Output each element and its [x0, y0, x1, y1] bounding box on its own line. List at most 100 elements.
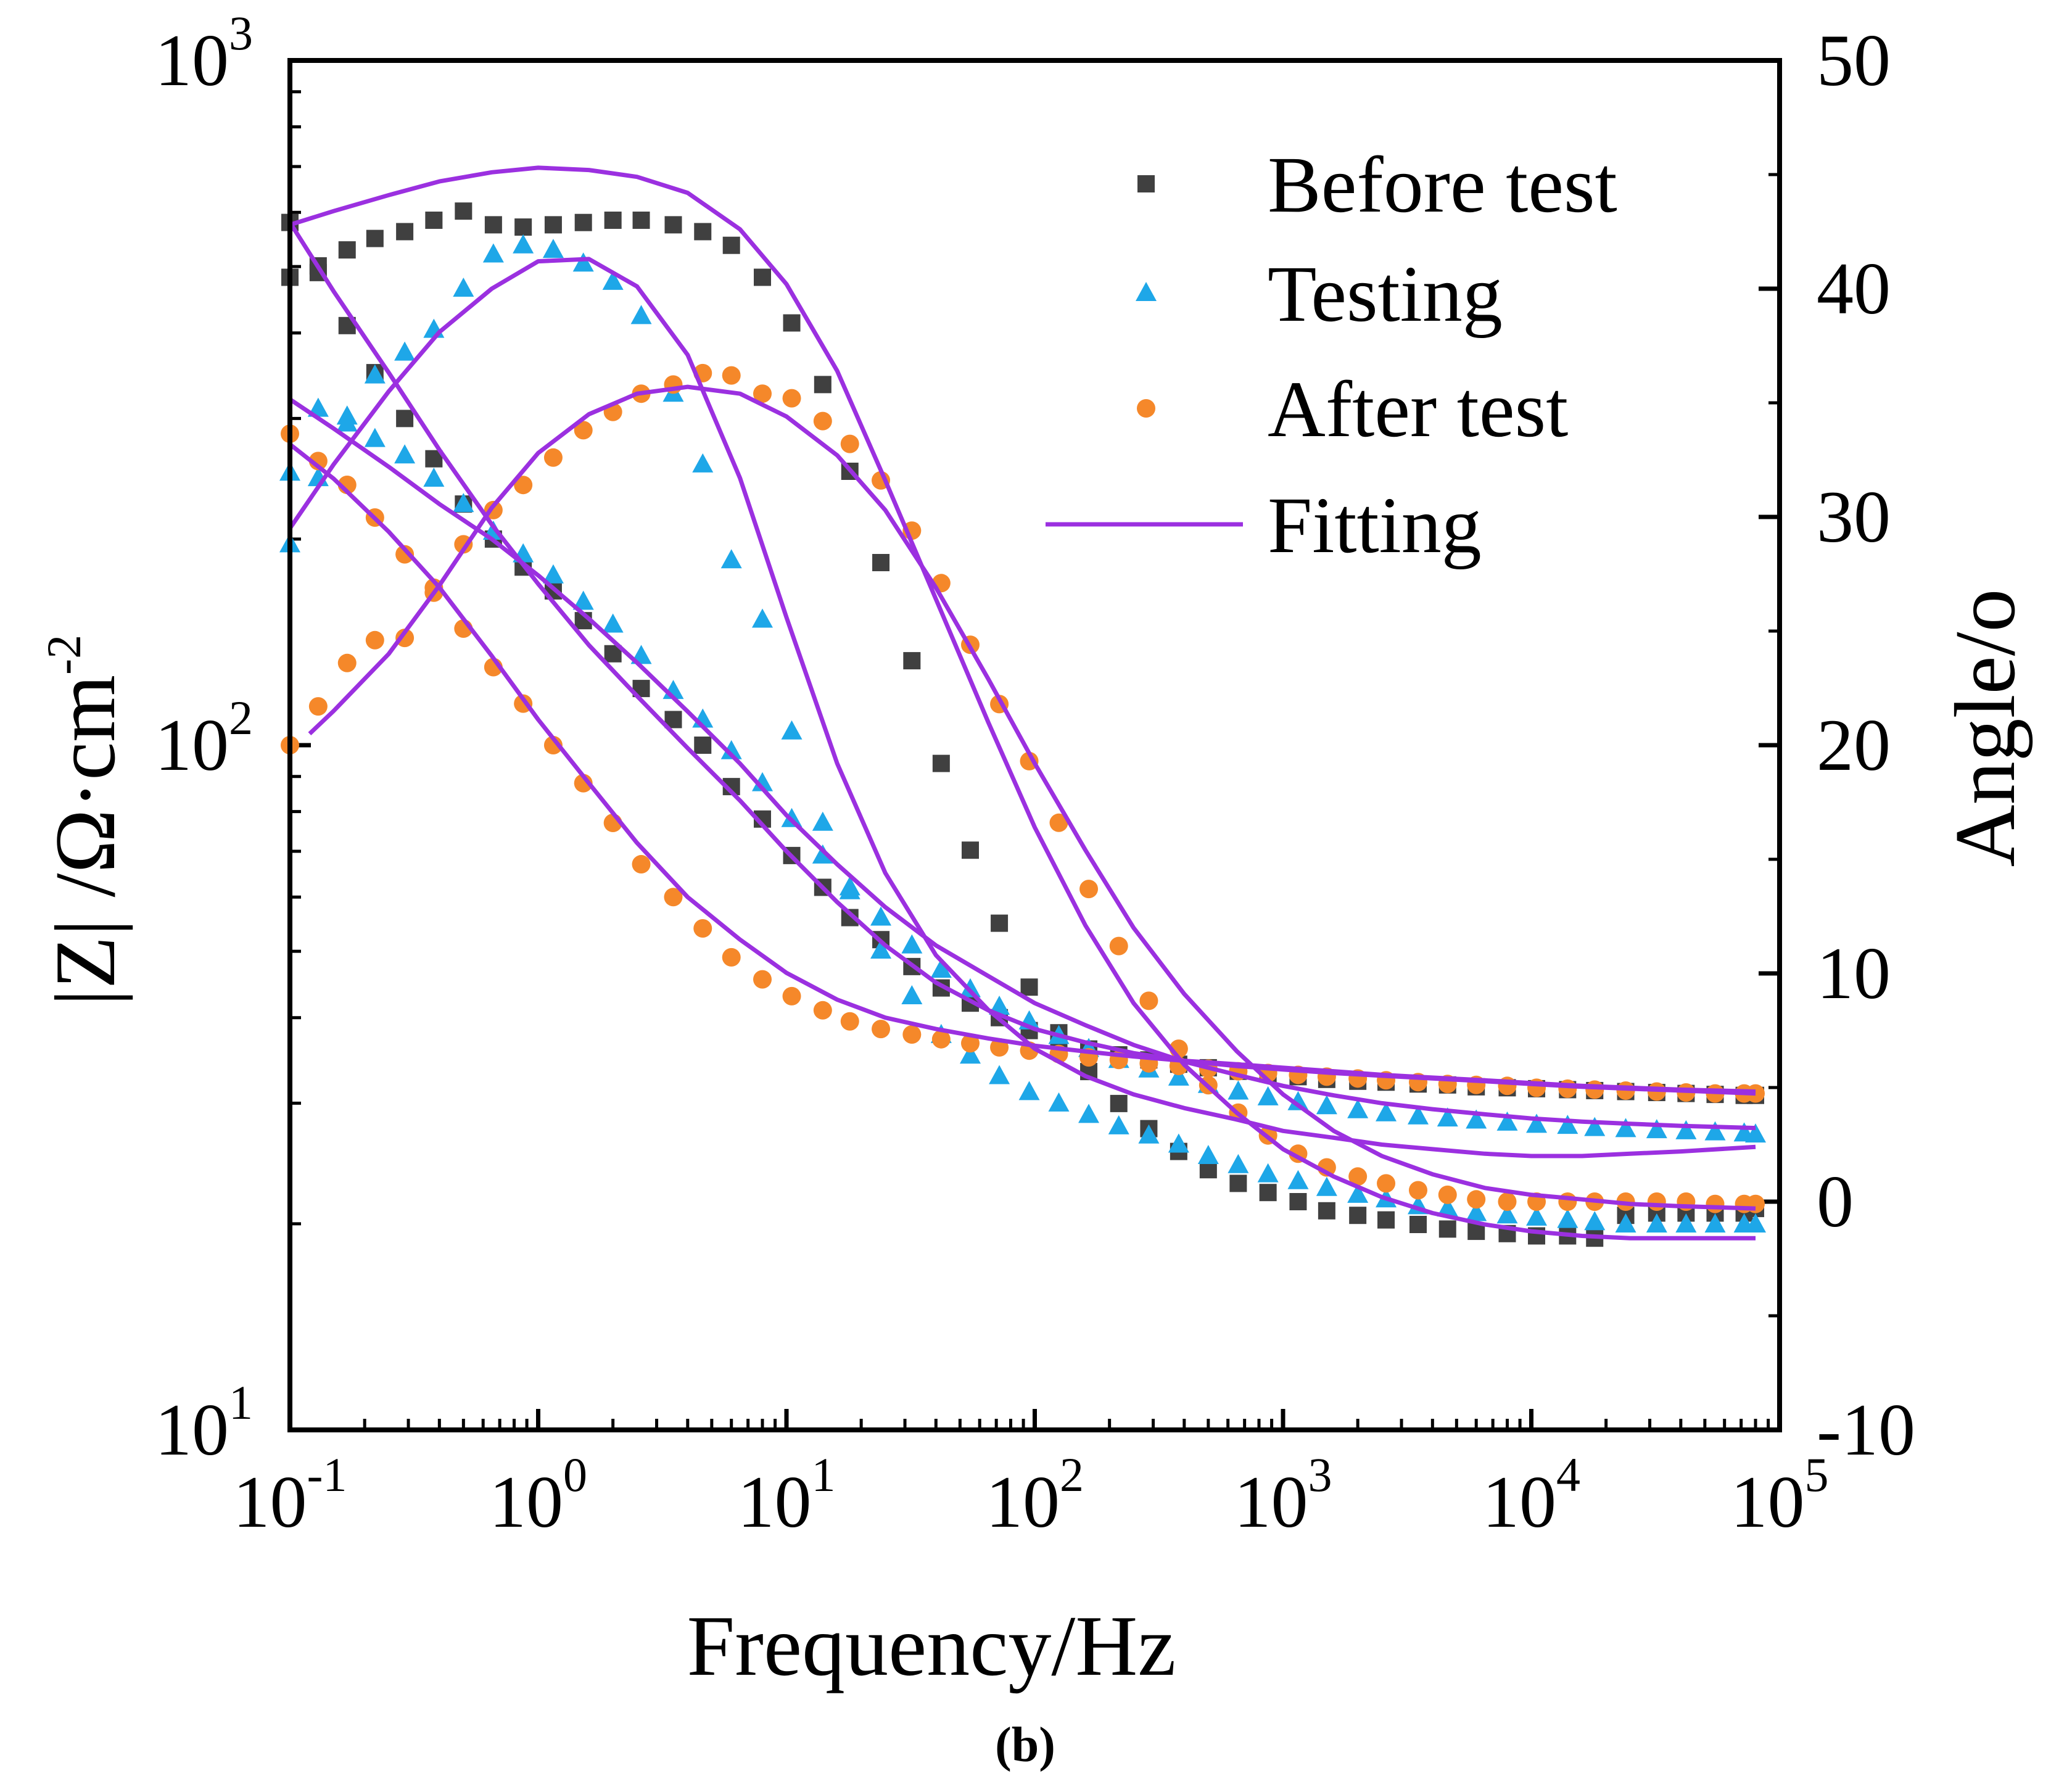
triangle-marker [513, 234, 534, 254]
triangle-marker [692, 453, 714, 473]
triangle-marker [1704, 1213, 1726, 1233]
square-marker [1318, 1202, 1335, 1220]
triangle-marker [1138, 1124, 1160, 1144]
triangle-marker [1347, 1183, 1369, 1203]
triangle-marker [930, 958, 952, 978]
y-left-tick-base: 10 [155, 704, 229, 786]
triangle-marker [751, 772, 773, 791]
triangle-marker [1557, 1115, 1578, 1134]
circle-marker [813, 411, 832, 431]
circle-marker [1438, 1185, 1457, 1204]
circle-marker [1558, 1079, 1577, 1098]
triangle-marker [364, 427, 386, 447]
triangle-marker [1615, 1118, 1636, 1138]
triangle-marker [1108, 1115, 1129, 1134]
triangle-marker [1078, 1104, 1100, 1123]
square-marker [961, 841, 979, 859]
x-tick-exp: 3 [1308, 1448, 1332, 1501]
series-fitting-after-test-angle [308, 384, 1756, 1211]
y-right-tick-label: 10 [1817, 932, 1891, 1014]
triangle-marker [307, 397, 329, 417]
triangle-marker [336, 405, 358, 425]
x-tick-label: 105 [1731, 1448, 1829, 1543]
square-marker [455, 202, 473, 220]
x-tick-base: 10 [1234, 1461, 1308, 1543]
square-marker [1349, 1207, 1367, 1224]
circle-marker [1498, 1192, 1517, 1211]
triangle-marker [602, 270, 624, 290]
y-left-tick-exp: 3 [229, 6, 253, 60]
x-tick-base: 10 [1482, 1461, 1556, 1543]
square-marker [1438, 1220, 1456, 1238]
circle-marker [840, 434, 859, 453]
series-fitting-before-test-angle [289, 165, 1756, 1241]
circle-marker [1377, 1174, 1396, 1193]
square-marker [903, 652, 921, 670]
triangle-marker [542, 239, 564, 258]
square-marker [814, 376, 832, 394]
series-testing [279, 397, 1766, 1143]
circle-marker [1467, 1190, 1486, 1209]
fit-curve [308, 384, 1756, 1211]
fit-curve [288, 442, 1756, 1094]
triangle-marker [364, 364, 386, 384]
triangle-marker [1376, 1102, 1397, 1121]
triangle-marker [423, 468, 445, 487]
square-marker [366, 229, 384, 247]
x-tick-exp: 2 [1060, 1448, 1084, 1501]
legend-label: Before test [1268, 141, 1617, 229]
triangle-marker [394, 444, 416, 464]
triangle-marker [1316, 1176, 1337, 1196]
triangle-marker [1526, 1113, 1548, 1133]
square-marker [1377, 1211, 1395, 1229]
series-before-test [281, 202, 1764, 1247]
triangle-marker [989, 1065, 1010, 1084]
triangle-marker [1437, 1197, 1458, 1217]
triangle-marker [1347, 1099, 1369, 1118]
y-left-tick-exp: 1 [229, 1376, 253, 1429]
circle-marker [722, 948, 741, 967]
circle-marker [931, 1030, 951, 1049]
triangle-marker [453, 278, 474, 297]
y-axis-left-title: |Z| /Ω·cm-2 [37, 635, 133, 1006]
y-right-tick-label: 30 [1817, 476, 1891, 558]
square-marker [604, 212, 622, 229]
x-tick-base: 10 [1731, 1461, 1805, 1543]
circle-marker [543, 448, 563, 467]
square-marker [1259, 1184, 1277, 1202]
x-tick-base: 10 [489, 1461, 563, 1543]
square-marker [991, 914, 1009, 932]
x-tick-exp: 1 [812, 1448, 836, 1501]
triangle-marker [1744, 1213, 1766, 1233]
x-tick-label: 102 [986, 1448, 1084, 1543]
triangle-marker [1675, 1120, 1697, 1139]
circle-marker [1348, 1167, 1368, 1186]
x-tick-base: 10 [233, 1461, 307, 1543]
y-axis-right-title: Angle/o [1938, 588, 2033, 867]
triangle-marker [542, 564, 564, 584]
triangle-marker [1228, 1154, 1249, 1173]
triangle-marker [394, 341, 416, 361]
triangle-marker [781, 720, 803, 740]
triangle-marker [1675, 1213, 1697, 1233]
plot-frame [287, 58, 1782, 1432]
y-left-tick-label: 103 [155, 6, 253, 101]
legend-entry: After test [1137, 365, 1568, 454]
square-marker [514, 218, 532, 236]
square-marker [753, 268, 771, 286]
legend-entry: Fitting [1046, 481, 1482, 570]
triangle-marker [1704, 1121, 1726, 1141]
x-tick-label: 103 [1234, 1448, 1332, 1543]
square-marker [1110, 1094, 1128, 1112]
figure-caption: (b) [995, 1718, 1055, 1772]
triangle-marker [870, 906, 892, 926]
circle-marker [1706, 1194, 1725, 1213]
triangle-marker [1407, 1105, 1429, 1125]
y-left-tick-label: 101 [155, 1376, 253, 1471]
legend-label: Testing [1268, 250, 1503, 339]
circle-marker [902, 1025, 922, 1044]
triangle-marker [901, 985, 923, 1004]
square-marker [338, 241, 356, 259]
x-tick-exp: -1 [307, 1448, 347, 1501]
